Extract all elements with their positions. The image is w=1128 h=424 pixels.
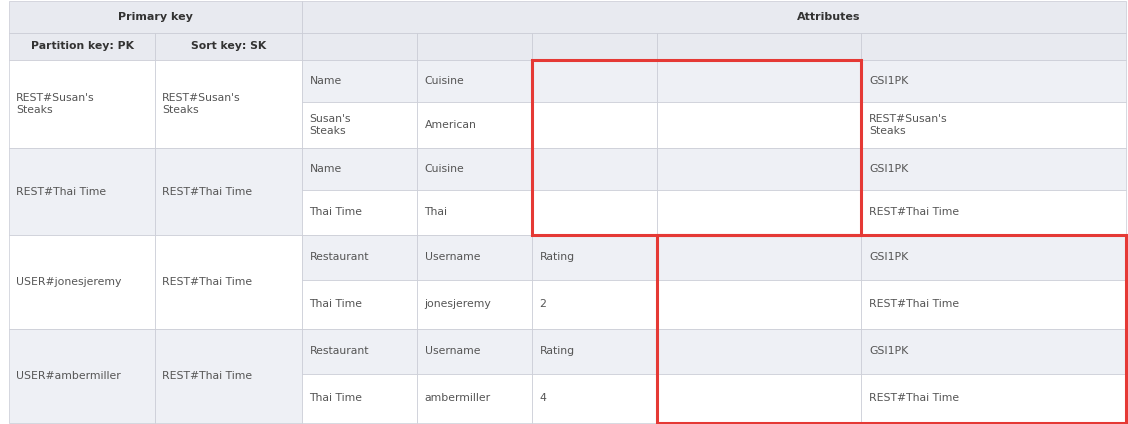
Bar xyxy=(416,190,531,235)
Bar xyxy=(531,190,656,235)
Bar xyxy=(156,148,301,235)
Bar xyxy=(861,148,1126,190)
Text: REST#Thai Time: REST#Thai Time xyxy=(869,299,959,310)
Text: Thai Time: Thai Time xyxy=(309,393,362,403)
Text: ambermiller: ambermiller xyxy=(424,393,491,403)
Text: Thai Time: Thai Time xyxy=(309,207,362,218)
Text: REST#Thai Time: REST#Thai Time xyxy=(162,187,253,196)
Bar xyxy=(531,60,656,102)
Bar xyxy=(9,60,156,148)
Bar xyxy=(156,33,301,60)
Text: GSI1PK: GSI1PK xyxy=(869,252,908,262)
Bar xyxy=(861,33,1126,60)
Text: USER#jonesjeremy: USER#jonesjeremy xyxy=(16,277,121,287)
Text: 2: 2 xyxy=(539,299,546,310)
Text: Attributes: Attributes xyxy=(797,12,861,22)
Bar xyxy=(531,329,656,374)
Text: Sort key: SK: Sort key: SK xyxy=(191,42,266,51)
Text: Name: Name xyxy=(309,164,342,174)
Text: REST#Thai Time: REST#Thai Time xyxy=(162,371,253,381)
Text: REST#Thai Time: REST#Thai Time xyxy=(162,277,253,287)
Text: Rating: Rating xyxy=(539,346,574,357)
Bar xyxy=(301,60,416,102)
Bar xyxy=(656,329,861,374)
Text: REST#Thai Time: REST#Thai Time xyxy=(869,207,959,218)
Bar xyxy=(9,1,301,33)
Bar xyxy=(861,60,1126,102)
Bar xyxy=(156,235,301,329)
Bar xyxy=(301,1,1126,33)
Text: Partition key: PK: Partition key: PK xyxy=(30,42,134,51)
Text: Susan's
Steaks: Susan's Steaks xyxy=(309,114,351,136)
Bar xyxy=(861,374,1126,423)
Bar xyxy=(301,190,416,235)
Bar xyxy=(861,190,1126,235)
Bar xyxy=(531,148,656,190)
Bar xyxy=(531,374,656,423)
Bar xyxy=(656,374,861,423)
Bar xyxy=(301,102,416,148)
Bar xyxy=(416,60,531,102)
Bar xyxy=(531,280,656,329)
Bar xyxy=(531,60,861,235)
Bar xyxy=(861,280,1126,329)
Text: GSI1PK: GSI1PK xyxy=(869,346,908,357)
Bar xyxy=(416,329,531,374)
Bar xyxy=(156,329,301,423)
Bar xyxy=(861,102,1126,148)
Bar xyxy=(9,148,156,235)
Bar xyxy=(301,148,416,190)
Text: Restaurant: Restaurant xyxy=(309,252,369,262)
Bar xyxy=(301,374,416,423)
Bar xyxy=(861,235,1126,280)
Bar xyxy=(156,60,301,148)
Text: REST#Susan's
Steaks: REST#Susan's Steaks xyxy=(16,93,95,115)
Bar xyxy=(656,235,1126,423)
Text: GSI1PK: GSI1PK xyxy=(869,76,908,86)
Bar xyxy=(301,33,416,60)
Text: REST#Thai Time: REST#Thai Time xyxy=(869,393,959,403)
Bar xyxy=(301,329,416,374)
Bar xyxy=(416,374,531,423)
Text: USER#ambermiller: USER#ambermiller xyxy=(16,371,121,381)
Text: Username: Username xyxy=(424,252,481,262)
Bar xyxy=(656,280,861,329)
Text: Thai Time: Thai Time xyxy=(309,299,362,310)
Bar xyxy=(416,235,531,280)
Bar xyxy=(9,33,156,60)
Bar xyxy=(656,190,861,235)
Bar xyxy=(861,329,1126,374)
Bar xyxy=(656,148,861,190)
Text: REST#Thai Time: REST#Thai Time xyxy=(16,187,106,196)
Bar xyxy=(656,60,861,102)
Bar xyxy=(531,235,656,280)
Bar xyxy=(531,102,656,148)
Text: Rating: Rating xyxy=(539,252,574,262)
Bar xyxy=(656,33,861,60)
Text: Restaurant: Restaurant xyxy=(309,346,369,357)
Text: Cuisine: Cuisine xyxy=(424,76,465,86)
Text: 4: 4 xyxy=(539,393,546,403)
Text: REST#Susan's
Steaks: REST#Susan's Steaks xyxy=(162,93,240,115)
Bar xyxy=(416,148,531,190)
Text: Username: Username xyxy=(424,346,481,357)
Text: jonesjeremy: jonesjeremy xyxy=(424,299,492,310)
Bar xyxy=(9,329,156,423)
Bar xyxy=(416,280,531,329)
Bar xyxy=(416,33,531,60)
Bar xyxy=(301,235,416,280)
Bar xyxy=(656,235,861,280)
Text: American: American xyxy=(424,120,476,130)
Text: GSI1PK: GSI1PK xyxy=(869,164,908,174)
Text: Primary key: Primary key xyxy=(118,12,193,22)
Text: Name: Name xyxy=(309,76,342,86)
Bar xyxy=(531,33,656,60)
Text: Thai: Thai xyxy=(424,207,448,218)
Bar xyxy=(416,102,531,148)
Text: REST#Susan's
Steaks: REST#Susan's Steaks xyxy=(869,114,948,136)
Text: Cuisine: Cuisine xyxy=(424,164,465,174)
Bar xyxy=(9,235,156,329)
Bar xyxy=(301,280,416,329)
Bar xyxy=(656,102,861,148)
